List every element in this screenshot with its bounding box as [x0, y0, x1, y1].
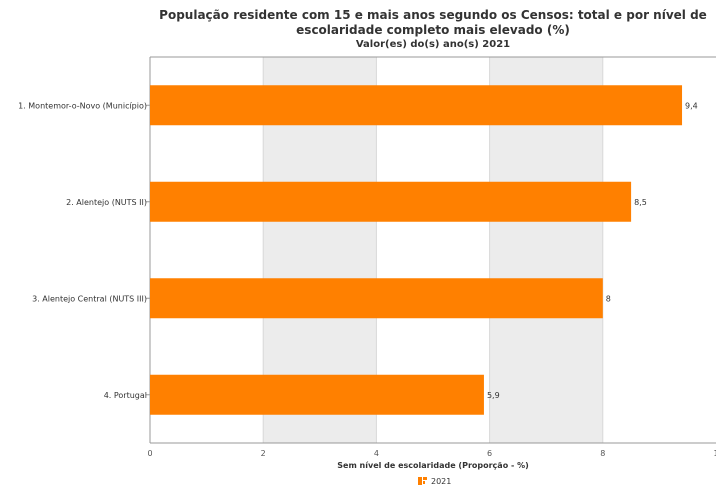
x-axis-label: Sem nível de escolaridade (Proporção - %… [337, 461, 529, 470]
legend-swatch-bar-3 [423, 481, 425, 484]
x-tick-label: 6 [487, 449, 492, 458]
x-tick-label: 4 [374, 449, 379, 458]
chart-subtitle: Valor(es) do(s) ano(s) 2021 [355, 39, 511, 50]
data-labels: 9,4 8,5 8 5,9 [487, 101, 698, 400]
legend-label: 2021 [431, 477, 451, 486]
legend-swatch-bar-2 [423, 477, 427, 480]
data-label: 8 [606, 294, 611, 303]
bar [150, 85, 683, 126]
chart-title: População residente com 15 e mais anos s… [159, 8, 707, 37]
category-label: 4. Portugal [104, 391, 147, 400]
bar [150, 278, 603, 319]
chart-title-block: População residente com 15 e mais anos s… [150, 8, 716, 51]
x-tick-label: 0 [147, 449, 152, 458]
data-label: 8,5 [634, 198, 647, 207]
bar [150, 181, 632, 222]
legend[interactable]: 2021 [418, 477, 451, 486]
legend-swatch-bar-1 [418, 477, 422, 485]
data-label: 9,4 [685, 101, 698, 110]
x-axis-ticks: 0 2 4 6 8 1 [147, 449, 716, 458]
category-label: 1. Montemor-o-Novo (Município) [18, 101, 147, 110]
category-label: 2. Alentejo (NUTS II) [66, 198, 147, 207]
bars [150, 85, 683, 415]
x-tick-label: 8 [600, 449, 605, 458]
x-tick-label: 2 [261, 449, 266, 458]
category-label: 3. Alentejo Central (NUTS III) [32, 294, 147, 303]
category-labels: 1. Montemor-o-Novo (Município) 2. Alentej… [18, 101, 150, 400]
data-label: 5,9 [487, 391, 500, 400]
x-tick-label: 1 [713, 449, 716, 458]
bar [150, 374, 484, 415]
